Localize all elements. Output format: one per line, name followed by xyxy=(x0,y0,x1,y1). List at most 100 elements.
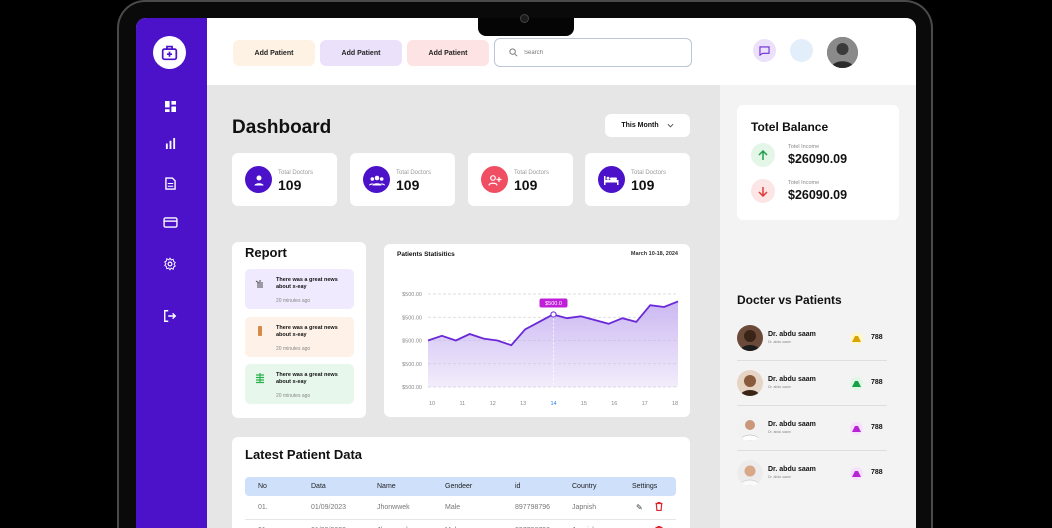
cell-settings: ✎ xyxy=(619,496,676,520)
report-item[interactable]: There was a great news about x-eay 20 mi… xyxy=(245,364,354,404)
doctor-row[interactable]: Dr. abdu saam Dr. abdu saam 788 xyxy=(737,317,887,361)
x-tick-label: 15 xyxy=(581,401,587,407)
report-item[interactable]: There was a great news about x-eay 20 mi… xyxy=(245,269,354,309)
cell-country: Japnish xyxy=(559,519,619,528)
delete-trash-icon[interactable] xyxy=(655,502,663,512)
report-item-time: 20 minutes ago xyxy=(276,393,311,399)
x-tick-label: 12 xyxy=(490,401,496,407)
document-icon[interactable] xyxy=(161,174,179,192)
patients-count: 788 xyxy=(871,379,883,386)
cell-no: 01. xyxy=(245,496,298,520)
sidebar xyxy=(136,18,207,528)
column-header[interactable]: Data xyxy=(298,477,364,496)
stat-card[interactable]: Total Doctors 109 xyxy=(232,153,337,206)
stat-card[interactable]: Total Doctors 109 xyxy=(468,153,573,206)
latest-patient-card: Latest Patient Data No Data Name Gendeer… xyxy=(232,437,690,528)
x-tick-label: 14 xyxy=(550,401,556,407)
table-row[interactable]: 01. 01/09/2023 Jhonwwek Male 897798796 J… xyxy=(245,519,676,528)
y-tick-label: $500.00 xyxy=(402,315,422,321)
column-header[interactable]: Country xyxy=(559,477,619,496)
x-tick-label: 17 xyxy=(642,401,648,407)
patients-count: 788 xyxy=(871,469,883,476)
page-title: Dashboard xyxy=(232,117,332,138)
total-balance-card: Totel Balance Totel Income $26090.09 Tot… xyxy=(737,105,899,220)
stat-card[interactable]: Total Doctors 109 xyxy=(585,153,690,206)
period-dropdown[interactable]: This Month xyxy=(605,114,690,137)
column-header[interactable]: id xyxy=(502,477,559,496)
patients-count-icon xyxy=(850,332,863,345)
column-header[interactable]: No xyxy=(245,477,298,496)
stat-label: Total Doctors xyxy=(396,170,432,176)
table-row[interactable]: 01. 01/09/2023 Jhonwwek Male 897798796 J… xyxy=(245,496,676,520)
report-item[interactable]: There was a great news about x-eay 20 mi… xyxy=(245,317,354,357)
x-tick-label: 10 xyxy=(429,401,435,407)
credit-card-icon[interactable] xyxy=(161,213,179,231)
stat-label: Total Doctors xyxy=(631,170,667,176)
balance-value: $26090.09 xyxy=(788,152,848,166)
y-tick-label: $500.00 xyxy=(402,362,422,368)
column-header[interactable]: Settings xyxy=(619,477,676,496)
add-patient-button[interactable]: Add Patient xyxy=(233,40,315,66)
column-header[interactable]: Gendeer xyxy=(432,477,502,496)
medical-bag-logo-icon[interactable] xyxy=(153,36,186,69)
camera-notch xyxy=(478,18,574,36)
patients-table: No Data Name Gendeer id Country Settings… xyxy=(245,477,676,528)
arrow-up-icon xyxy=(751,143,775,167)
notification-icon[interactable] xyxy=(790,39,813,62)
x-tick-label: 11 xyxy=(460,401,466,407)
balance-value: $26090.09 xyxy=(788,188,848,202)
main-content: Dashboard This Month Total Doctors 109 T… xyxy=(207,85,720,528)
doctor-row[interactable]: Dr. abdu saam Dr. abdu saam 788 xyxy=(737,452,887,496)
doctor-subtitle: Dr. abdu saam xyxy=(768,475,791,479)
bed-icon xyxy=(598,166,625,193)
chevron-down-icon xyxy=(667,123,674,128)
report-title: Report xyxy=(245,245,287,260)
stat-card[interactable]: Total Doctors 109 xyxy=(350,153,455,206)
patients-count-icon xyxy=(850,422,863,435)
report-item-text: There was a great news about x-eay xyxy=(276,325,338,338)
delete-trash-icon[interactable] xyxy=(655,525,663,528)
stat-value: 109 xyxy=(396,177,420,193)
doctor-subtitle: Dr. abdu saam xyxy=(768,430,791,434)
add-patient-button[interactable]: Add Patient xyxy=(320,40,402,66)
edit-pencil-icon[interactable]: ✎ xyxy=(636,527,643,528)
edit-pencil-icon[interactable]: ✎ xyxy=(636,503,643,513)
app-window: Add Patient Add Patient Add Patient Dash… xyxy=(136,18,916,528)
message-icon[interactable] xyxy=(753,39,776,62)
search-box[interactable] xyxy=(494,38,692,67)
bar-chart-icon[interactable] xyxy=(161,134,179,152)
period-dropdown-value: This Month xyxy=(621,122,659,129)
cell-date: 01/09/2023 xyxy=(298,496,364,520)
y-tick-label: $500.00 xyxy=(402,292,422,298)
balance-title: Totel Balance xyxy=(751,120,829,134)
doctor-row[interactable]: Dr. abdu saam Dr. abdu saam 788 xyxy=(737,362,887,406)
doctor-name: Dr. abdu saam xyxy=(768,376,816,383)
patients-count-icon xyxy=(850,467,863,480)
doctor-row[interactable]: Dr. abdu saam Dr. abdu saam 788 xyxy=(737,407,887,451)
column-header[interactable]: Name xyxy=(364,477,432,496)
stat-label: Total Doctors xyxy=(514,170,550,176)
search-input[interactable] xyxy=(524,49,674,56)
settings-gear-icon[interactable] xyxy=(161,255,179,273)
add-patient-button[interactable]: Add Patient xyxy=(407,40,489,66)
bone-icon xyxy=(258,326,262,336)
camera-icon xyxy=(520,14,529,23)
y-tick-label: $500.00 xyxy=(402,385,422,391)
x-tick-label: 13 xyxy=(520,401,526,407)
series-area xyxy=(428,301,678,387)
cell-country: Japnish xyxy=(559,496,619,520)
doctor-name: Dr. abdu saam xyxy=(768,466,816,473)
user-avatar[interactable] xyxy=(827,37,858,68)
dashboard-grid-icon[interactable] xyxy=(161,97,179,115)
report-item-time: 20 minutes ago xyxy=(276,346,311,352)
doctor-subtitle: Dr. abdu saam xyxy=(768,340,791,344)
stat-value: 109 xyxy=(278,177,302,193)
logout-icon[interactable] xyxy=(161,307,179,325)
ribcage-icon xyxy=(256,373,264,384)
cell-no: 01. xyxy=(245,519,298,528)
stat-value: 109 xyxy=(631,177,655,193)
hand-bones-icon xyxy=(255,280,263,288)
cell-settings: ✎ xyxy=(619,519,676,528)
add-user-icon xyxy=(481,166,508,193)
patients-count: 788 xyxy=(871,424,883,431)
